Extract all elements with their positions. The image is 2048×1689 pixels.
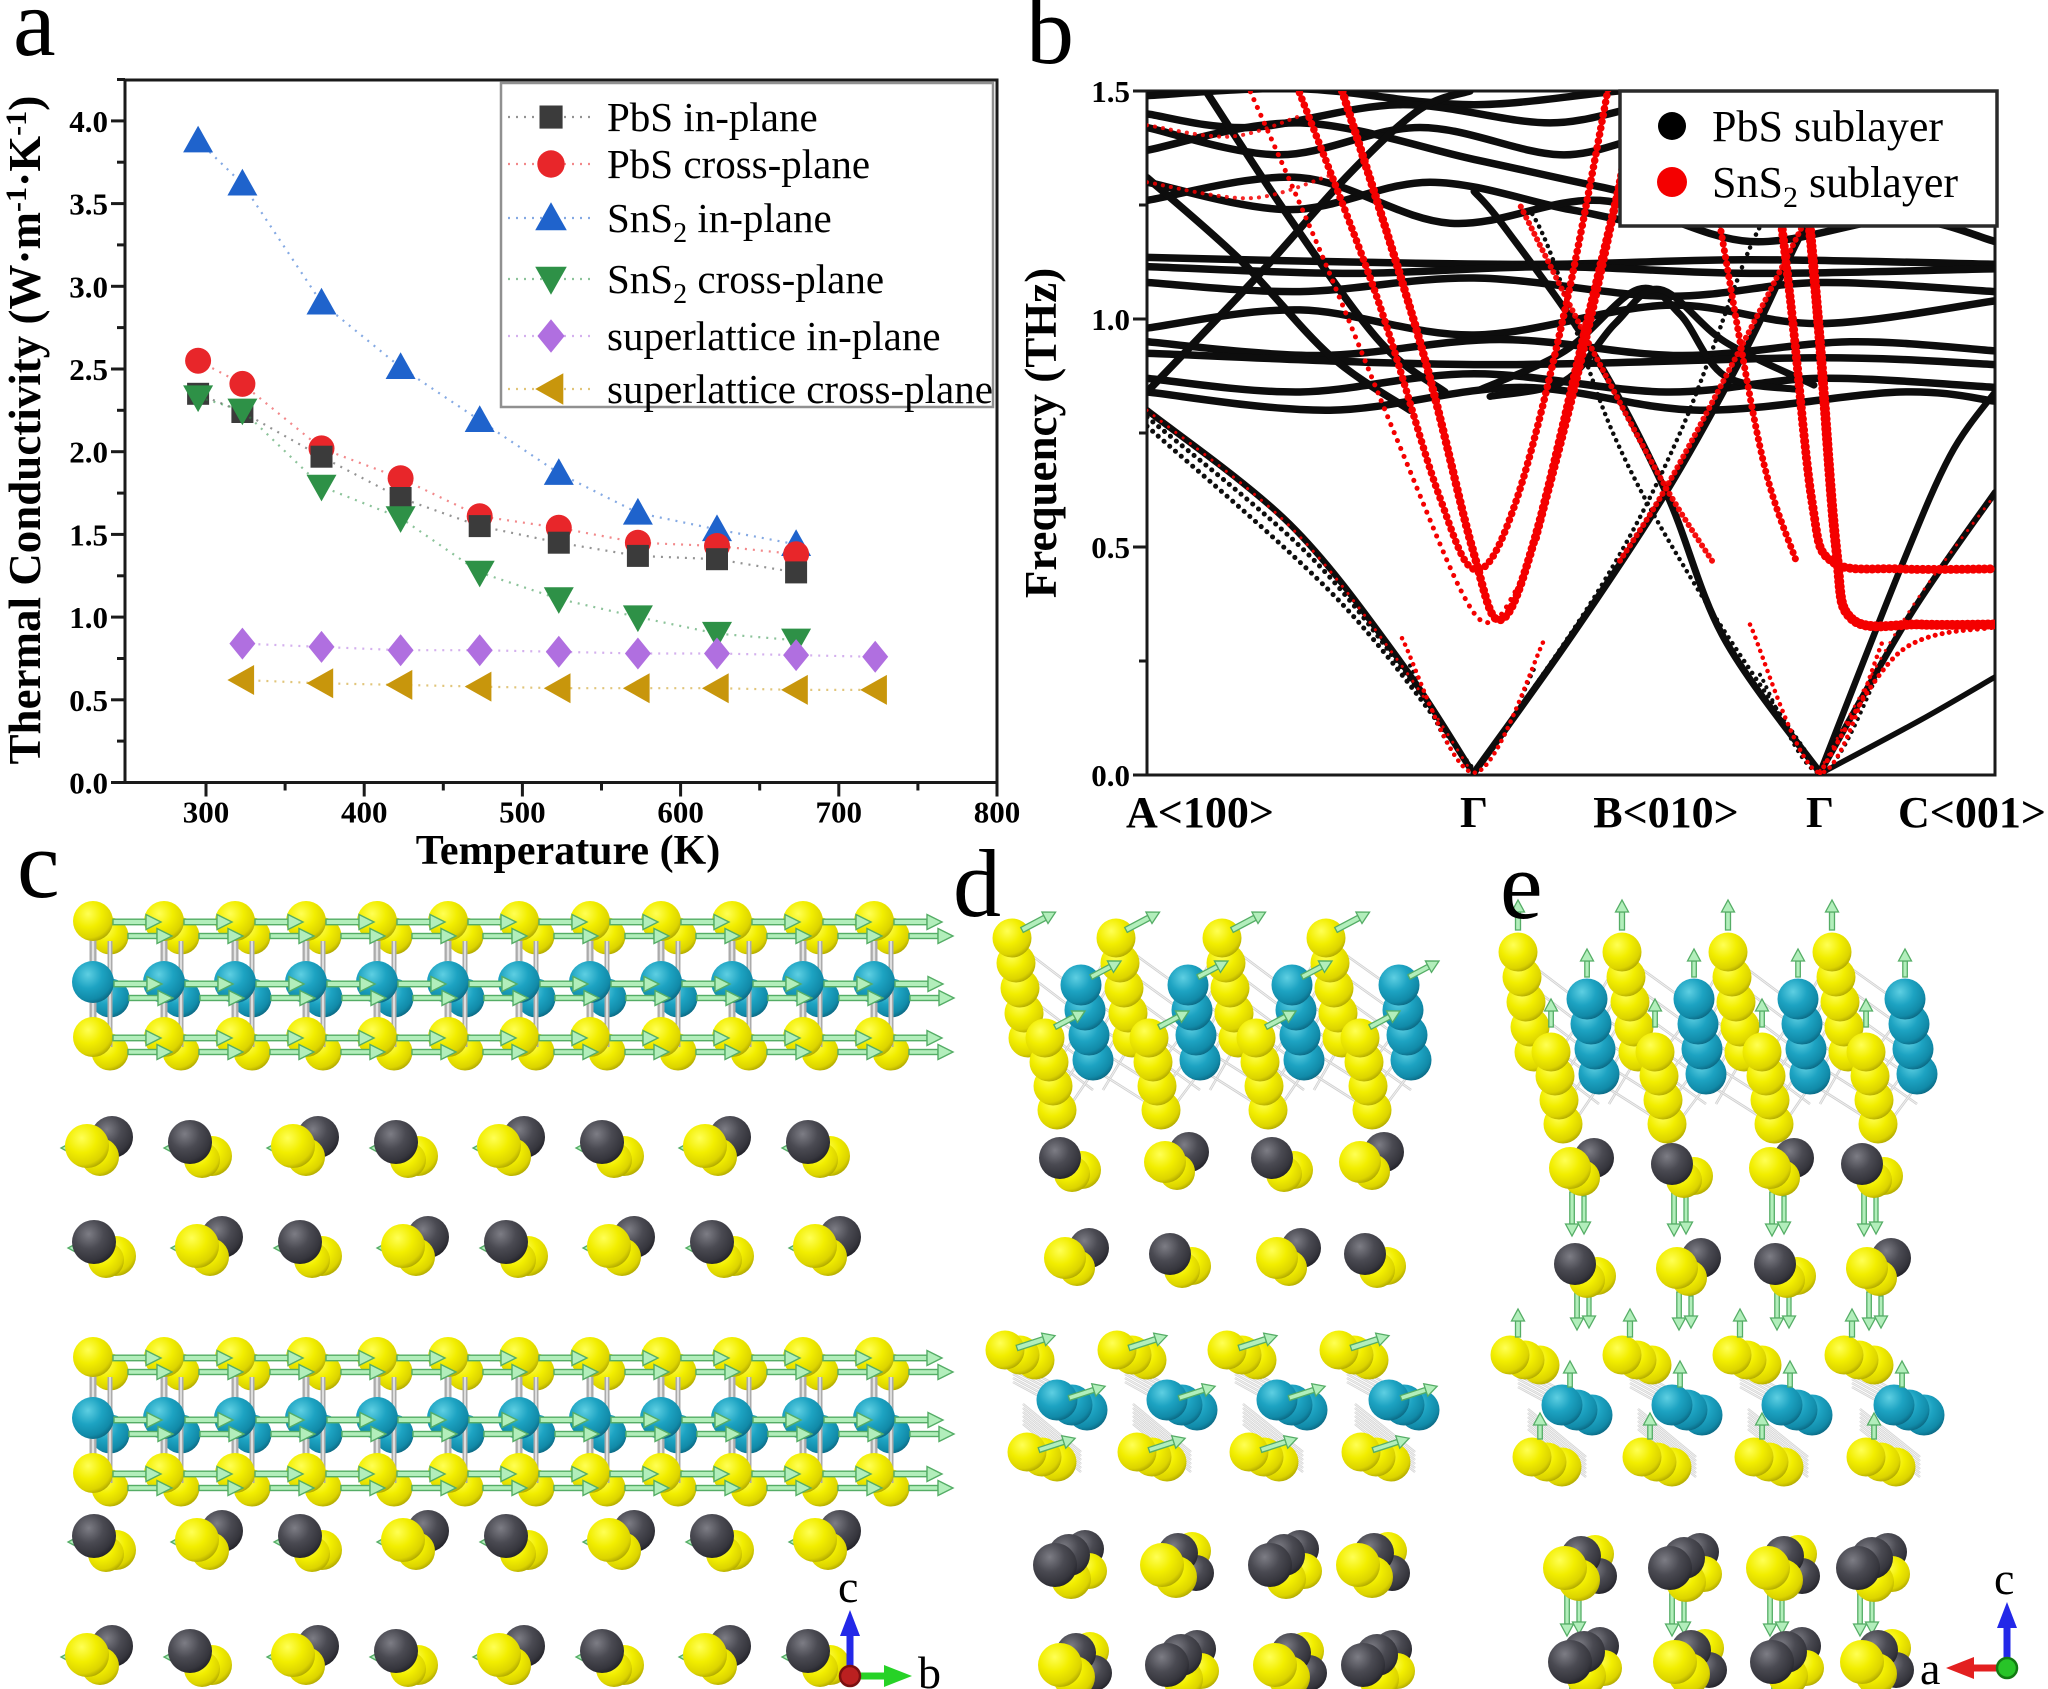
- svg-text:1.5: 1.5: [69, 517, 108, 552]
- svg-text:c: c: [17, 811, 60, 918]
- svg-text:SnS2 cross-plane: SnS2 cross-plane: [607, 256, 884, 310]
- svg-text:superlattice in-plane: superlattice in-plane: [607, 313, 941, 359]
- svg-text:b: b: [918, 1647, 941, 1689]
- svg-text:PbS cross-plane: PbS cross-plane: [607, 141, 870, 187]
- svg-text:1.0: 1.0: [1091, 302, 1130, 337]
- svg-text:400: 400: [341, 795, 388, 830]
- svg-text:e: e: [1500, 832, 1543, 939]
- svg-text:Frequency (THz): Frequency (THz): [1016, 268, 1066, 598]
- svg-text:c: c: [838, 1561, 858, 1612]
- svg-text:A<100>: A<100>: [1126, 788, 1274, 837]
- svg-text:1.0: 1.0: [69, 600, 108, 635]
- svg-text:superlattice cross-plane: superlattice cross-plane: [607, 366, 993, 412]
- svg-text:3.0: 3.0: [69, 269, 108, 304]
- svg-text:SnS2 in-plane: SnS2 in-plane: [607, 195, 832, 249]
- svg-text:PbS in-plane: PbS in-plane: [607, 94, 818, 140]
- svg-text:3.5: 3.5: [69, 187, 108, 222]
- svg-text:b: b: [1026, 0, 1074, 84]
- svg-text:700: 700: [816, 795, 863, 830]
- svg-text:a: a: [13, 0, 56, 76]
- svg-text:c: c: [1994, 1553, 2014, 1604]
- svg-text:SnS2 sublayer: SnS2 sublayer: [1712, 158, 1958, 214]
- svg-text:0.5: 0.5: [1091, 530, 1130, 565]
- svg-text:Temperature (K): Temperature (K): [416, 828, 720, 874]
- svg-text:0.0: 0.0: [69, 766, 108, 801]
- svg-text:a: a: [1920, 1643, 1940, 1689]
- svg-text:0.0: 0.0: [1091, 758, 1130, 793]
- svg-text:1.5: 1.5: [1091, 74, 1130, 109]
- svg-text:Γ: Γ: [1806, 788, 1834, 837]
- svg-text:500: 500: [499, 795, 546, 830]
- svg-text:B<010>: B<010>: [1593, 788, 1739, 837]
- svg-text:4.0: 4.0: [69, 104, 108, 139]
- svg-text:2.0: 2.0: [69, 435, 108, 470]
- svg-text:PbS sublayer: PbS sublayer: [1712, 102, 1943, 151]
- svg-text:d: d: [953, 830, 1001, 937]
- svg-text:Γ: Γ: [1460, 788, 1488, 837]
- svg-text:C<001>: C<001>: [1898, 788, 2046, 837]
- svg-text:800: 800: [974, 795, 1021, 830]
- svg-text:600: 600: [657, 795, 704, 830]
- svg-text:0.5: 0.5: [69, 683, 108, 718]
- svg-text:300: 300: [183, 795, 230, 830]
- svg-text:2.5: 2.5: [69, 352, 108, 387]
